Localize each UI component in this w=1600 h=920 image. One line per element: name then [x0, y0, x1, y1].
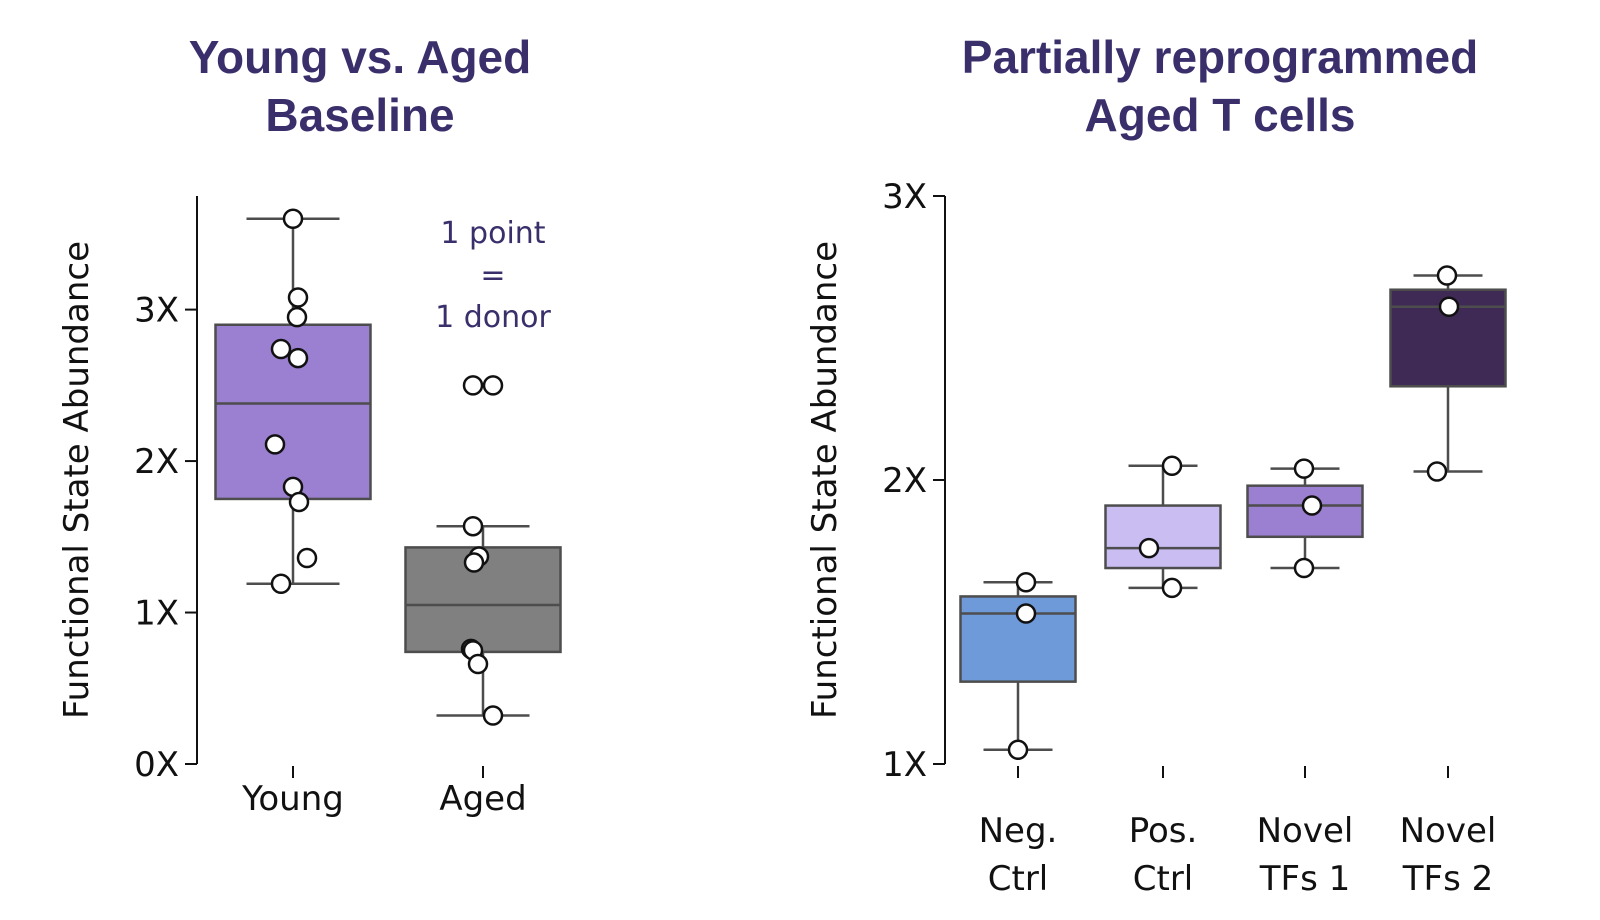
y-tick-label: 1X — [134, 594, 179, 634]
x-tick-label: Pos. — [1129, 811, 1198, 851]
chart-title-left: Young vs. Aged Baseline — [110, 28, 610, 144]
data-point — [296, 547, 318, 569]
x-tick-label: Ctrl — [1133, 859, 1194, 899]
annotation-text: = — [480, 258, 505, 293]
data-point — [287, 287, 309, 308]
data-point — [1007, 739, 1029, 761]
y-tick-label: 1X — [882, 745, 927, 785]
box-iqr — [1246, 484, 1364, 539]
data-point — [1426, 461, 1448, 482]
chart-2-group: 1X 2X 3X Functional State Abundance Neg. Ctrl… — [805, 177, 1507, 899]
x-tick-label: Ctrl — [988, 859, 1049, 899]
x-tick-label: Aged — [439, 779, 526, 819]
chart-title-right: Partially reprogrammed Aged T cells — [900, 28, 1540, 144]
chart-title-right-line-1: Partially reprogrammed — [961, 31, 1479, 83]
data-point — [462, 375, 484, 396]
annotation-text: 1 donor — [435, 300, 551, 335]
annotation-text: 1 point — [440, 216, 545, 251]
data-point — [264, 434, 286, 455]
data-point — [462, 515, 484, 537]
data-point — [286, 306, 308, 328]
data-point — [482, 705, 504, 726]
data-point — [482, 375, 504, 396]
data-point — [1436, 265, 1458, 286]
y-tick-label: 3X — [882, 177, 927, 217]
data-point — [467, 653, 489, 675]
data-point — [1301, 495, 1323, 516]
data-point — [1293, 458, 1315, 479]
y-tick-label: 2X — [882, 461, 927, 501]
chart-title-right-line-2: Aged T cells — [1084, 89, 1356, 141]
chart-1-group: 0X 1X 2X 3X Functional State Abundance Young A… — [57, 196, 562, 819]
x-tick-label: Neg. — [979, 811, 1058, 851]
box-neg-ctrl — [959, 571, 1077, 761]
data-point — [463, 552, 485, 573]
chart-title-left-line-1: Young vs. Aged — [188, 31, 532, 83]
y-axis-label: Functional State Abundance — [57, 241, 97, 719]
data-point — [1438, 296, 1460, 318]
box-iqr — [1104, 504, 1222, 570]
y-tick-label: 2X — [134, 442, 179, 482]
data-point — [270, 338, 292, 360]
box-pos-ctrl — [1104, 455, 1222, 599]
box-aged — [404, 375, 562, 726]
y-axis-label: Functional State Abundance — [805, 241, 845, 719]
x-tick-label: Young — [241, 779, 344, 819]
data-point — [1293, 557, 1315, 579]
x-tick-label: Novel — [1400, 811, 1497, 851]
box-novel-tfs-1 — [1246, 458, 1364, 579]
data-point — [1015, 571, 1037, 593]
y-tick-label: 3X — [134, 291, 179, 331]
data-point — [1161, 577, 1183, 599]
data-point — [1015, 603, 1037, 624]
x-tick-label: TFs 2 — [1402, 859, 1493, 899]
x-tick-label: Novel — [1257, 811, 1354, 851]
chart-title-left-line-2: Baseline — [265, 89, 455, 141]
box-novel-tfs-2 — [1389, 265, 1507, 482]
data-point — [1138, 537, 1160, 559]
x-tick-label: TFs 1 — [1259, 859, 1350, 899]
data-point — [270, 573, 292, 595]
data-point — [287, 347, 309, 369]
data-point — [288, 491, 310, 513]
data-point — [282, 208, 304, 229]
box-young — [214, 208, 372, 595]
y-tick-label: 0X — [134, 745, 179, 785]
data-point — [1161, 455, 1183, 477]
